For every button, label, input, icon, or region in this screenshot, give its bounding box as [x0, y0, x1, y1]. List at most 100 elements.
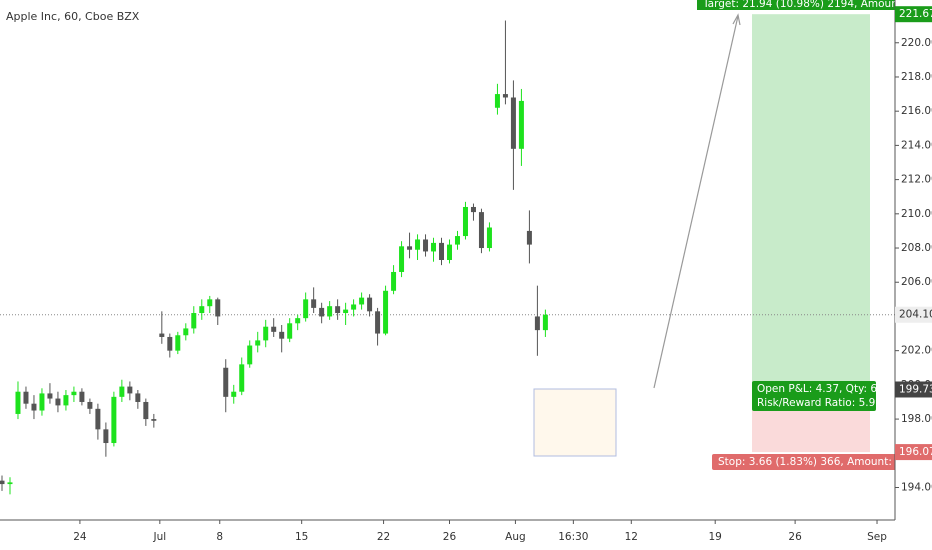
stop-price-tag-bg [895, 444, 932, 461]
candle-body [63, 395, 69, 406]
candle-body [183, 328, 189, 336]
candle-body [143, 401, 149, 420]
candle-body [478, 212, 484, 249]
candle-body [23, 391, 29, 404]
candle-body [423, 239, 429, 252]
trend-arrow [653, 15, 739, 389]
candle-body [287, 323, 293, 339]
x-tick-label: Aug [505, 531, 526, 543]
y-tick-label: 206.00 [901, 276, 932, 288]
candle-body [55, 398, 61, 406]
target-zone [752, 14, 870, 390]
candle-body [470, 206, 476, 213]
candle-body [39, 393, 45, 411]
arrow-head [732, 13, 741, 26]
plot-area: Target: 21.94 (10.98%) 2194, Amount: 2 Op… [0, 0, 916, 495]
x-tick-label: Jul [152, 531, 166, 543]
entry-price-tag: 199.73 [899, 383, 932, 395]
candle-body [383, 290, 389, 334]
candle-body [327, 306, 333, 317]
candle-body [119, 386, 125, 397]
candle-body [247, 345, 253, 365]
candle-body [199, 306, 205, 314]
candle-body [295, 318, 301, 324]
candle-body [502, 94, 508, 98]
y-tick-label: 210.00 [901, 208, 932, 220]
candle-body [311, 299, 317, 308]
axes: 194.00196.00198.00200.00202.00204.00206.… [73, 6, 932, 543]
last-price-tag-bg [895, 306, 932, 323]
candle-body [359, 297, 365, 305]
candle-body [542, 314, 548, 331]
x-tick-label: 15 [295, 531, 308, 543]
y-tick-label: 218.00 [901, 71, 932, 83]
candle-body [103, 429, 109, 444]
drawn-box [533, 388, 617, 457]
candle-body [71, 391, 77, 396]
candle-body [151, 419, 157, 421]
candle-body [207, 299, 213, 307]
candle-body [271, 326, 277, 332]
stop-label-bg [712, 454, 902, 470]
candle-body [191, 313, 197, 329]
x-tick-label: 22 [377, 531, 390, 543]
candle-body [375, 311, 381, 334]
candle-body [494, 94, 500, 108]
y-tick-label: 214.00 [901, 139, 932, 151]
stop-price-tag: 196.07 [899, 446, 932, 458]
x-tick-label: 8 [216, 531, 223, 543]
entry-price-tag-bg [895, 381, 932, 398]
rr-label: Risk/Reward Ratio: 5.99 [757, 397, 882, 409]
candle-body [534, 316, 540, 331]
candle-body [319, 307, 325, 317]
candle-body [454, 236, 460, 245]
candle-body [415, 239, 421, 250]
y-tick-label: 220.00 [901, 37, 932, 49]
target-label: Target: 21.94 (10.98%) 2194, Amount: 2 [702, 0, 916, 10]
candle-body [79, 391, 85, 402]
y-tick-label: 202.00 [901, 345, 932, 357]
y-tick-label: 216.00 [901, 105, 932, 117]
candle-body [87, 401, 93, 409]
candle-body [95, 408, 101, 430]
pnl-label: Open P&L: 4.37, Qty: 68 [757, 383, 884, 395]
candle-body [263, 326, 269, 341]
x-tick-label: 12 [625, 531, 638, 543]
stop-label: Stop: 3.66 (1.83%) 366, Amount: 751 [718, 456, 915, 468]
y-tick-label: 208.00 [901, 242, 932, 254]
candle-body [439, 242, 445, 260]
candle-body [510, 97, 516, 149]
candle-body [239, 364, 245, 392]
candle-body [255, 340, 261, 346]
candle-body [159, 333, 165, 337]
candle-body [343, 309, 349, 314]
candle-body [31, 403, 37, 411]
x-tick-label: Sep [867, 531, 887, 543]
candle-body [279, 331, 285, 339]
candle-body [0, 480, 5, 485]
candle-body [15, 391, 21, 414]
y-tick-label: 212.00 [901, 174, 932, 186]
y-tick-label: 194.00 [901, 482, 932, 494]
candle-body [47, 393, 53, 399]
y-tick-label: 198.00 [901, 413, 932, 425]
candle-body [351, 304, 357, 310]
candle-body [167, 336, 173, 351]
candle-body [446, 244, 452, 260]
candle-body [303, 299, 309, 319]
x-tick-label: 19 [709, 531, 722, 543]
last-price-tag: 204.10 [899, 309, 932, 321]
x-tick-label: 26 [443, 531, 457, 543]
candle-body [175, 335, 181, 351]
candle-body [335, 306, 341, 314]
x-tick-label: 24 [73, 531, 87, 543]
pnl-label-bg [752, 381, 876, 411]
candle-body [111, 396, 117, 444]
candle-body [431, 242, 437, 252]
chart-title: Apple Inc, 60, Cboe BZX [6, 10, 140, 23]
candle-body [462, 206, 468, 237]
candle-body [135, 393, 141, 402]
candle-body [231, 391, 237, 397]
candle-body [399, 246, 405, 272]
